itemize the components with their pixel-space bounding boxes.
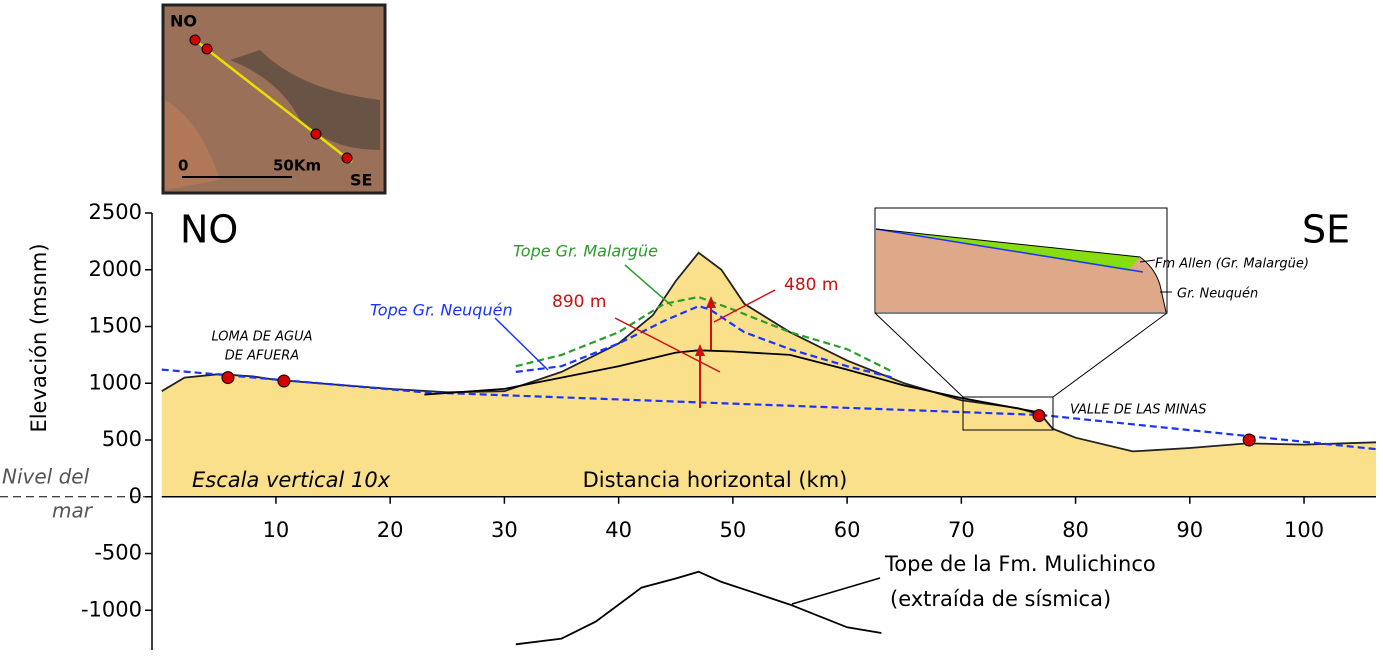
map-point (341, 152, 353, 164)
y-tick-label: 2500 (89, 200, 142, 224)
zoom-surface (875, 228, 1167, 313)
annotation: VALLE DE LAS MINAS (1070, 403, 1207, 418)
zoom-connector (874, 312, 964, 398)
zoom-label: Gr. Neuquén (1177, 287, 1258, 302)
x-tick-label: 70 (948, 518, 975, 542)
y-axis-label: Elevación (msnm) (27, 243, 51, 432)
annotation: DE AFUERA (225, 349, 299, 364)
map-point (201, 43, 213, 55)
map-label: 50Km (273, 157, 321, 175)
y-tick-label: 0 (129, 484, 142, 508)
map-label: SE (350, 171, 372, 190)
map-terrain (165, 100, 220, 190)
annotation: NO (180, 208, 238, 252)
locality-point (277, 374, 291, 388)
map-profile (194, 39, 353, 163)
arrowhead (706, 296, 716, 308)
profile-line (515, 570, 882, 646)
annotation: 890 m (552, 292, 606, 312)
profile-line (424, 349, 1042, 414)
annotation: Escala vertical 10x (192, 468, 391, 492)
zoom-contact (875, 228, 1144, 273)
y-tick-label: 500 (102, 427, 142, 451)
x-tick-label: 90 (1176, 518, 1203, 542)
annotation: Tope Gr. Malargüe (513, 242, 658, 261)
map-label: 0 (178, 157, 188, 175)
y-tick-label: 1000 (89, 370, 142, 394)
annotation: Nivel del (2, 465, 90, 489)
map-label: NO (170, 12, 197, 31)
annotation: Tope Gr. Neuquén (370, 301, 513, 320)
x-tick-label: 80 (1062, 518, 1089, 542)
x-axis-label: Distancia horizontal (km) (583, 468, 848, 492)
annotation: mar (52, 499, 94, 523)
x-tick-label: 40 (605, 518, 632, 542)
y-tick-label: 2000 (89, 257, 142, 281)
zoom-leader (1139, 259, 1156, 263)
terrain-fill (161, 252, 1377, 497)
map-point (310, 128, 322, 140)
leader (791, 577, 881, 605)
annotation: (extraída de sísmica) (890, 587, 1111, 611)
arrowhead (695, 344, 705, 356)
y-tick-label: -500 (94, 541, 142, 565)
zoom-connector (1052, 312, 1168, 398)
leader (494, 317, 549, 371)
x-tick-label: 10 (263, 518, 290, 542)
x-tick-label: 20 (377, 518, 404, 542)
annotation: Tope de la Fm. Mulichinco (884, 552, 1156, 576)
x-tick-label: 30 (491, 518, 518, 542)
zoom-label: Fm Allen (Gr. Malargüe) (1155, 257, 1309, 272)
plot-area: 2500 2000 1500 1000 500 0 -500 -1000 10 20 30 40 50 6… (0, 200, 1377, 650)
x-tick-label: 60 (834, 518, 861, 542)
x-tick-label: 100 (1284, 518, 1324, 542)
locality-point (1242, 433, 1256, 447)
annotation: LOMA DE AGUA (211, 330, 312, 345)
leader (624, 264, 673, 307)
leader (614, 317, 721, 373)
annotation: 480 m (784, 275, 838, 295)
profile-line (515, 295, 894, 373)
leader (713, 289, 776, 323)
locality-point (1032, 409, 1046, 423)
zoom-box (962, 396, 1054, 431)
map-terrain (230, 50, 380, 150)
zoom-neuquen (876, 229, 1166, 312)
map-point (189, 34, 201, 46)
profile-line (161, 251, 1377, 453)
x-tick-label: 50 (719, 518, 746, 542)
y-tick-label: 1500 (89, 314, 142, 338)
profile-line (161, 304, 1377, 451)
y-tick-label: -1000 (81, 597, 142, 621)
locality-point (221, 371, 235, 385)
annotation: SE (1302, 208, 1350, 252)
